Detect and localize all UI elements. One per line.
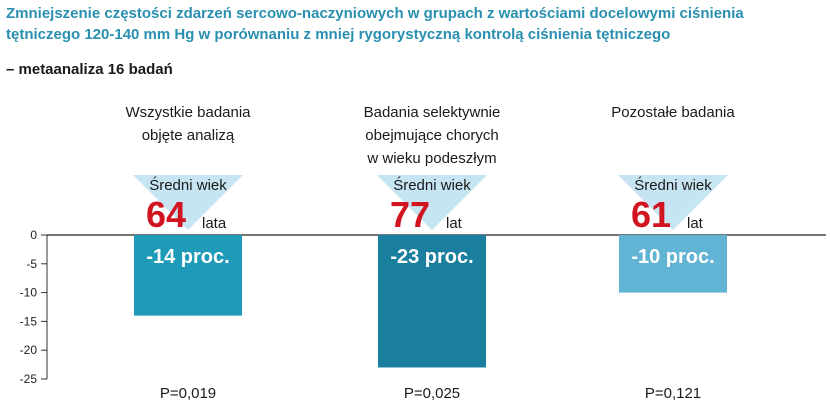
title-line-1: Zmniejszenie częstości zdarzeń sercowo-n… [6,5,744,22]
category-label-0-0: Wszystkie badania [125,104,251,121]
title-line-2: tętniczego 120-140 mm Hg w porównaniu z … [6,26,671,43]
age-triangle-2 [618,175,728,230]
mean-age-label-1: Średni wiek [393,176,471,194]
chart-subtitle: – metaanaliza 16 badań [6,61,173,78]
bar-value-label-1: -23 proc. [390,246,473,268]
age-triangle-1 [377,175,487,230]
mean-age-value-2: 61 [631,194,671,235]
mean-age-label-2: Średni wiek [634,176,712,194]
y-tick-label-3: -15 [20,314,38,328]
category-label-1-2: w wieku podeszłym [366,150,496,167]
bar-2 [619,235,727,293]
bar-value-label-2: -10 proc. [631,246,714,268]
mean-age-label-0: Średni wiek [149,176,227,194]
y-tick-label-0: 0 [30,228,37,242]
p-value-0: P=0,019 [160,385,216,402]
category-label-1-1: obejmujące chorych [365,127,498,144]
y-tick-label-4: -20 [20,343,38,357]
bar-1 [378,235,486,368]
category-label-0-1: objęte analizą [142,127,235,144]
bar-value-label-0: -14 proc. [146,246,229,268]
mean-age-value-1: 77 [390,194,430,235]
age-unit-2: lat [687,215,704,232]
p-value-2: P=0,121 [645,385,701,402]
mean-age-value-0: 64 [146,194,186,235]
p-value-1: P=0,025 [404,385,460,402]
age-unit-0: lata [202,215,227,232]
y-tick-label-1: -5 [26,257,37,271]
category-label-2-0: Pozostałe badania [611,104,735,121]
age-triangle-0 [133,175,243,230]
y-tick-label-2: -10 [20,286,38,300]
chart-title: Zmniejszenie częstości zdarzeń sercowo-n… [6,3,828,45]
y-tick-label-5: -25 [20,372,38,386]
category-label-1-0: Badania selektywnie [364,104,501,121]
age-unit-1: lat [446,215,463,232]
bar-0 [134,235,242,316]
